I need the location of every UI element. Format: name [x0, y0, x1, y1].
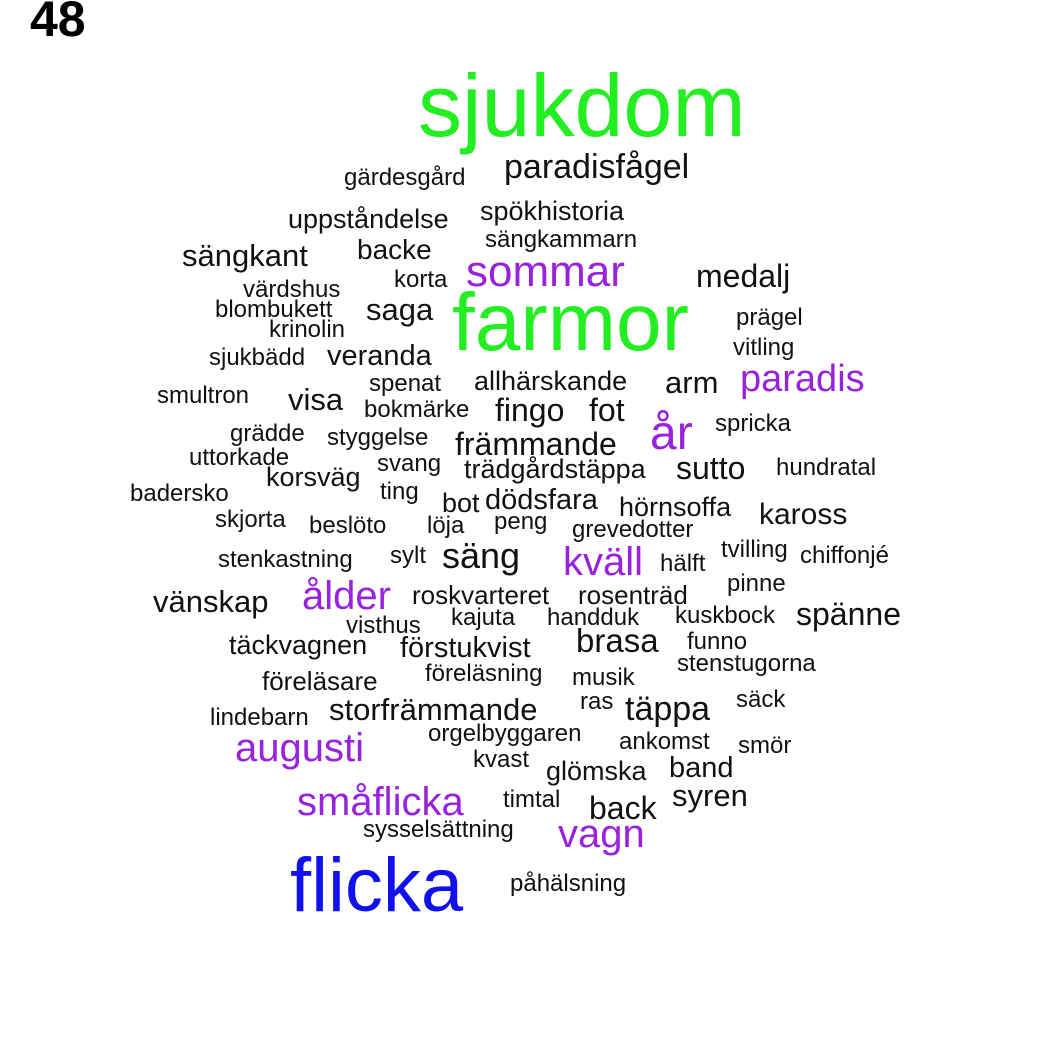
word-tvilling: tvilling [721, 536, 788, 563]
word-spenat: spenat [369, 370, 442, 397]
word-glomska: glömska [546, 756, 647, 786]
word-vardshus: värdshus [243, 276, 341, 303]
word-ar: år [650, 407, 693, 460]
word-ras: ras [580, 688, 614, 715]
word-hundratal: hundratal [776, 454, 877, 481]
word-orgelbyggaren: orgelbyggaren [428, 720, 582, 747]
word-flicka: flicka [290, 843, 464, 928]
word-arm: arm [665, 365, 719, 400]
word-lindebarn: lindebarn [210, 704, 309, 731]
word-smor: smör [738, 732, 792, 759]
word-chiffonje: chiffonjé [800, 542, 889, 569]
word-blombukett: blombukett [215, 296, 333, 323]
word-sommar: sommar [466, 247, 625, 296]
word-kvast: kvast [473, 746, 530, 773]
word-funno: funno [687, 628, 748, 655]
word-alder: ålder [302, 574, 391, 618]
word-sutto: sutto [676, 450, 746, 486]
word-besloto: beslöto [309, 512, 387, 539]
word-vitling: vitling [733, 334, 795, 361]
word-visa: visa [288, 382, 344, 417]
word-sang: säng [442, 535, 521, 576]
word-dodsfara: dödsfara [485, 484, 598, 516]
word-paradis: paradis [740, 358, 865, 400]
word-kaross: kaross [759, 498, 848, 531]
word-fot: fot [589, 392, 625, 428]
word-ankomst: ankomst [619, 728, 710, 755]
word-kvall: kväll [563, 540, 644, 584]
word-medalj: medalj [696, 258, 791, 294]
word-styggelse: styggelse [327, 424, 429, 451]
word-sangkammarn: sängkammarn [485, 226, 638, 253]
word-forelasare: föreläsare [262, 666, 378, 696]
word-smaflicka: småflicka [297, 780, 464, 824]
word-veranda: veranda [327, 340, 432, 372]
word-bokmarke: bokmärke [364, 396, 470, 423]
word-stenkastning: stenkastning [218, 546, 353, 573]
word-vagn: vagn [558, 812, 645, 856]
word-visthus: visthus [346, 612, 421, 639]
word-roskvarteret: roskvarteret [412, 580, 550, 610]
word-korta: korta [394, 266, 448, 293]
word-uppstandelse: uppståndelse [288, 204, 449, 234]
word-spokhistoria: spökhistoria [480, 196, 625, 226]
word-korsvag: korsväg [266, 462, 361, 492]
word-kuskbock: kuskbock [675, 602, 776, 629]
word-peng: peng [494, 508, 548, 535]
word-storframmande: storfrämmande [329, 692, 538, 727]
word-pahalsning: påhälsning [510, 870, 627, 897]
word-kajuta: kajuta [451, 604, 516, 631]
word-allharskande: allhärskande [474, 366, 628, 396]
word-gradde: grädde [230, 420, 305, 447]
word-smultron: smultron [157, 382, 250, 409]
word-augusti: augusti [235, 726, 364, 770]
word-farmor: farmor [452, 277, 689, 368]
word-gardesgard: gärdesgård [344, 164, 466, 191]
word-spanne: spänne [796, 596, 901, 632]
word-hornsoffa: hörnsoffa [619, 492, 732, 522]
word-forstukvist: förstukvist [400, 632, 531, 664]
word-saga: saga [366, 292, 434, 327]
word-bot: bot [442, 488, 480, 518]
word-badersko: badersko [130, 480, 229, 507]
word-stenstugorna: stenstugorna [677, 650, 816, 677]
word-brasa: brasa [576, 622, 659, 659]
word-sylt: sylt [390, 542, 426, 569]
word-timtal: timtal [503, 786, 561, 813]
word-musik: musik [572, 664, 635, 691]
word-handduk: handduk [547, 604, 640, 631]
word-grevedotter: grevedotter [572, 516, 694, 543]
word-band: band [669, 752, 734, 784]
word-loja: löja [427, 512, 465, 539]
word-sjukdom: sjukdom [418, 56, 746, 155]
word-krinolin: krinolin [269, 316, 346, 343]
word-uttorkade: uttorkade [189, 444, 290, 471]
word-rosentrad: rosenträd [578, 580, 688, 610]
word-tradgardstappa: trädgårdstäppa [464, 454, 646, 484]
word-halft: hälft [660, 550, 706, 577]
word-sjukbadd: sjukbädd [209, 344, 306, 371]
word-spricka: spricka [715, 410, 792, 437]
word-skjorta: skjorta [215, 506, 286, 533]
word-sangkant: sängkant [182, 238, 308, 273]
word-syren: syren [672, 778, 748, 813]
word-sysselsattning: sysselsättning [363, 816, 514, 843]
word-fingo: fingo [495, 392, 565, 428]
word-pragel: prägel [736, 304, 803, 331]
word-ting: ting [380, 478, 419, 505]
word-tackvagnen: täckvagnen [229, 630, 368, 660]
word-tappa: täppa [625, 690, 711, 728]
word-sack: säck [736, 686, 786, 713]
word-back: back [589, 790, 657, 826]
word-paradisfagel: paradisfågel [504, 148, 690, 186]
word-forelasning: föreläsning [425, 660, 543, 687]
word-backe: backe [357, 234, 432, 265]
word-pinne: pinne [727, 570, 786, 597]
word-vanskap: vänskap [153, 584, 269, 619]
word-frammande: främmande [455, 426, 617, 462]
page-number: 48 [30, 0, 86, 47]
word-svang: svang [377, 450, 442, 477]
